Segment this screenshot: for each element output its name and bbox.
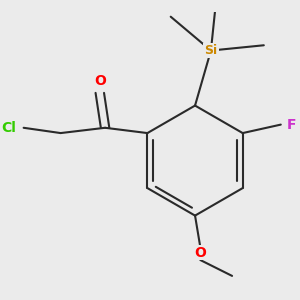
Text: F: F	[287, 118, 297, 132]
Text: Si: Si	[204, 44, 218, 57]
Text: Cl: Cl	[1, 121, 16, 135]
Text: O: O	[94, 74, 106, 88]
Text: O: O	[194, 246, 206, 260]
